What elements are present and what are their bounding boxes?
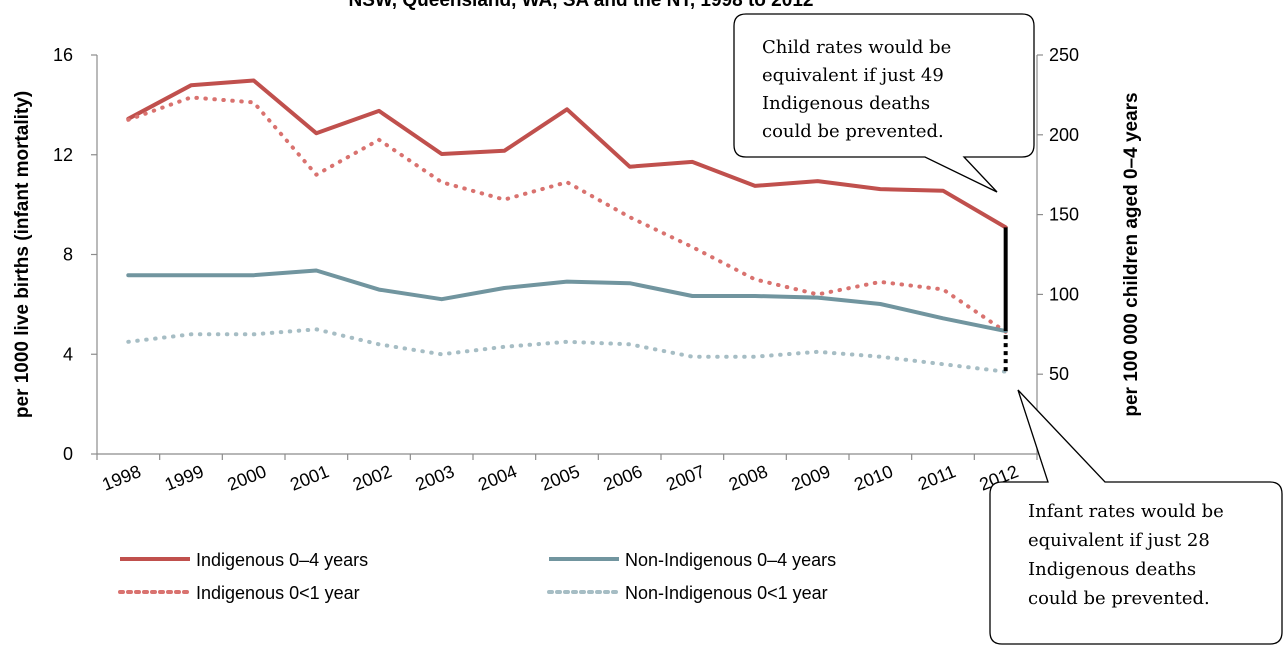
x-tick-label: 2002 <box>350 461 395 495</box>
series-lines <box>126 78 1008 374</box>
x-tick-label: 2011 <box>915 461 958 494</box>
callout-child-line-3: Indigenous deaths <box>762 93 930 114</box>
x-tick-label: 2003 <box>413 461 458 495</box>
callout-infant-line-2: equivalent if just 28 <box>1028 530 1210 551</box>
left-tick-label: 16 <box>53 45 73 65</box>
callout-infant-line-3: Indigenous deaths <box>1028 559 1196 580</box>
callout-infant-box <box>989 389 1283 645</box>
left-tick-label: 4 <box>63 344 73 364</box>
series-line-1 <box>126 95 1008 334</box>
series-line-3 <box>126 327 1008 374</box>
left-tick-label: 8 <box>63 245 73 265</box>
legend-label-nonindigenous-0-4: Non-Indigenous 0–4 years <box>625 550 836 570</box>
series-line-2 <box>126 268 1008 334</box>
x-tick-label: 2001 <box>287 461 332 495</box>
right-tick-label: 150 <box>1049 205 1079 225</box>
callout-child-line-1: Child rates would be <box>762 37 951 58</box>
callout-child-line-4: could be prevented. <box>762 121 944 142</box>
left-tick-label: 12 <box>53 145 73 165</box>
right-axis-title: per 100 000 children aged 0–4 years <box>1121 92 1142 416</box>
legend-label-nonindigenous-0-1: Non-Indigenous 0<1 year <box>625 583 828 603</box>
x-tick-label: 2005 <box>538 461 583 495</box>
x-tick-label: 2006 <box>601 461 646 495</box>
callout-infant-line-1: Infant rates would be <box>1028 501 1224 522</box>
x-tick-label: 1999 <box>162 461 207 495</box>
callout-infant: Infant rates would be equivalent if just… <box>989 389 1283 645</box>
callout-infant-line-4: could be prevented. <box>1028 588 1210 609</box>
legend: Indigenous 0–4 years Indigenous 0<1 year… <box>118 550 836 603</box>
callout-child: Child rates would be equivalent if just … <box>733 13 1035 193</box>
x-tick-label: 2010 <box>851 461 896 495</box>
x-tick-label: 2008 <box>726 461 771 495</box>
x-tick-label: 2000 <box>225 461 270 495</box>
x-tick-label: 2009 <box>789 461 834 495</box>
chart-title: NSW, Queensland, WA, SA and the NT, 1998… <box>349 0 814 11</box>
right-tick-label: 50 <box>1049 364 1069 384</box>
series-line-0 <box>126 78 1008 230</box>
callout-child-box <box>733 13 1035 193</box>
right-tick-label: 250 <box>1049 45 1079 65</box>
callout-child-line-2: equivalent if just 49 <box>762 65 944 86</box>
legend-label-indigenous-0-4: Indigenous 0–4 years <box>196 550 368 570</box>
x-tick-label: 2004 <box>475 461 520 495</box>
x-tick-label: 2007 <box>663 461 708 495</box>
right-tick-label: 200 <box>1049 125 1079 145</box>
x-tick-label: 1998 <box>99 461 144 495</box>
left-tick-label: 0 <box>63 444 73 464</box>
left-axis-title: per 1000 live births (infant mortality) <box>12 91 33 418</box>
legend-label-indigenous-0-1: Indigenous 0<1 year <box>196 583 360 603</box>
right-tick-label: 100 <box>1049 284 1079 304</box>
